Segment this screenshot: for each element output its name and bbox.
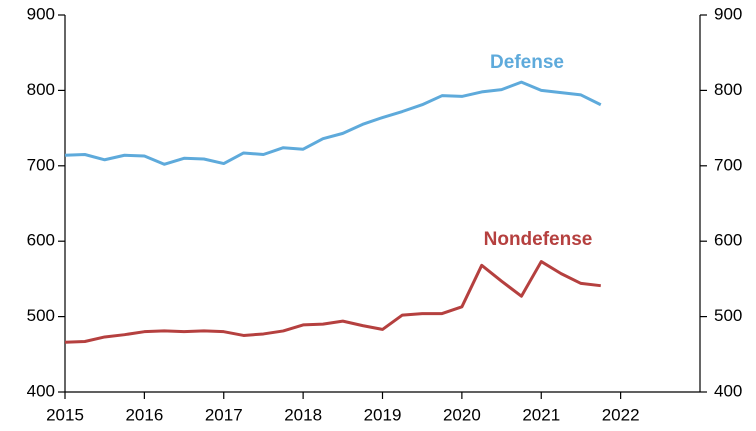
- x-tick-label: 2017: [205, 405, 243, 424]
- series-label: Defense: [490, 52, 564, 73]
- y2-tick-label: 500: [714, 306, 742, 325]
- series-label: Nondefense: [484, 229, 593, 250]
- x-tick-label: 2020: [443, 405, 481, 424]
- y-tick-label: 800: [27, 80, 55, 99]
- y-tick-label: 500: [27, 306, 55, 325]
- x-tick-label: 2021: [522, 405, 560, 424]
- x-tick-label: 2019: [364, 405, 402, 424]
- series-line: [64, 260, 601, 344]
- y-tick-label: 900: [27, 4, 55, 23]
- y2-tick-label: 800: [714, 80, 742, 99]
- x-tick-label: 2015: [46, 405, 84, 424]
- x-tick-label: 2018: [284, 405, 322, 424]
- y-tick-label: 600: [27, 231, 55, 250]
- y-tick-label: 400: [27, 381, 55, 400]
- y2-tick-label: 400: [714, 381, 742, 400]
- y2-tick-label: 700: [714, 155, 742, 174]
- y2-tick-label: 900: [714, 4, 742, 23]
- x-tick-label: 2016: [125, 405, 163, 424]
- series-line: [64, 80, 602, 166]
- y2-tick-label: 600: [714, 231, 742, 250]
- y-tick-label: 700: [27, 155, 55, 174]
- x-tick-label: 2022: [602, 405, 640, 424]
